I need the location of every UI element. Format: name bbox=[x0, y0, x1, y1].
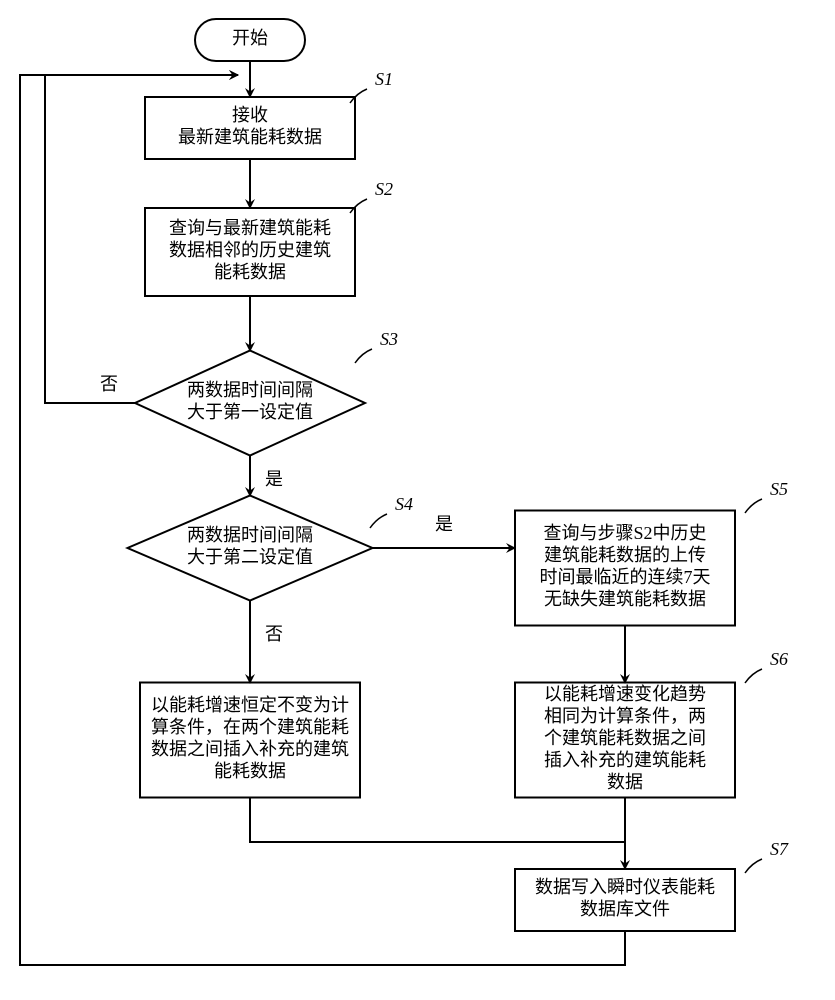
node-text: 数据相邻的历史建筑 bbox=[169, 240, 331, 260]
step-label: S7 bbox=[770, 839, 789, 859]
edge-label: 是 bbox=[265, 469, 283, 489]
step-label: S4 bbox=[395, 494, 413, 514]
step-label: S1 bbox=[375, 69, 393, 89]
node-s3: 两数据时间间隔大于第一设定值 S3 bbox=[135, 329, 398, 456]
step-label: S3 bbox=[380, 329, 398, 349]
edge-label: 否 bbox=[100, 374, 118, 394]
node-text: 无缺失建筑能耗数据 bbox=[544, 589, 706, 609]
node-text: 以能耗增速恒定不变为计 bbox=[151, 695, 349, 715]
node-text: 两数据时间间隔 bbox=[187, 380, 313, 400]
step-label: S2 bbox=[375, 179, 393, 199]
node-s5: 查询与步骤S2中历史建筑能耗数据的上传时间最临近的连续7天无缺失建筑能耗数据 S5 bbox=[515, 479, 788, 626]
node-start: 开始 bbox=[195, 19, 305, 61]
step-label: S5 bbox=[770, 479, 788, 499]
node-text: 数据写入瞬时仪表能耗 bbox=[535, 877, 715, 897]
node-s4: 两数据时间间隔大于第二设定值 S4 bbox=[128, 494, 414, 601]
node-s2: 查询与最新建筑能耗数据相邻的历史建筑能耗数据 S2 bbox=[145, 179, 393, 296]
node-text: 相同为计算条件，两 bbox=[544, 706, 706, 726]
node-text: 以能耗增速变化趋势 bbox=[544, 684, 706, 704]
node-text: 两数据时间间隔 bbox=[187, 525, 313, 545]
node-text: 时间最临近的连续7天 bbox=[540, 567, 711, 587]
node-text: 能耗数据 bbox=[214, 761, 286, 781]
node-text: 查询与最新建筑能耗 bbox=[169, 218, 331, 238]
node-text: 查询与步骤S2中历史 bbox=[543, 523, 706, 543]
node-text: 数据库文件 bbox=[580, 899, 670, 919]
edge bbox=[250, 797, 625, 842]
node-s1: 接收最新建筑能耗数据 S1 bbox=[145, 69, 393, 159]
flowchart-canvas: 开始接收最新建筑能耗数据 S1 查询与最新建筑能耗数据相邻的历史建筑能耗数据 S2 两数… bbox=[0, 0, 835, 1000]
node-text: 最新建筑能耗数据 bbox=[178, 127, 322, 147]
node-text: 插入补充的建筑能耗 bbox=[544, 750, 706, 770]
node-text: 建筑能耗数据的上传 bbox=[544, 545, 706, 565]
node-text: 数据之间插入补充的建筑 bbox=[151, 739, 349, 759]
node-text: 能耗数据 bbox=[214, 262, 286, 282]
node-text: 个建筑能耗数据之间 bbox=[544, 728, 706, 748]
step-label: S6 bbox=[770, 649, 788, 669]
node-s7: 数据写入瞬时仪表能耗数据库文件 S7 bbox=[515, 839, 789, 931]
node-s6: 以能耗增速变化趋势相同为计算条件，两个建筑能耗数据之间插入补充的建筑能耗数据 S6 bbox=[515, 649, 788, 798]
edge-label: 否 bbox=[265, 624, 283, 644]
node-text: 大于第二设定值 bbox=[187, 547, 313, 567]
edge-label: 是 bbox=[435, 514, 453, 534]
node-s4no: 以能耗增速恒定不变为计算条件，在两个建筑能耗数据之间插入补充的建筑能耗数据 bbox=[140, 683, 360, 798]
node-text: 算条件，在两个建筑能耗 bbox=[151, 717, 349, 737]
node-text: 大于第一设定值 bbox=[187, 402, 313, 422]
node-text: 接收 bbox=[232, 105, 268, 125]
node-text: 数据 bbox=[607, 772, 643, 792]
node-text: 开始 bbox=[232, 28, 268, 48]
